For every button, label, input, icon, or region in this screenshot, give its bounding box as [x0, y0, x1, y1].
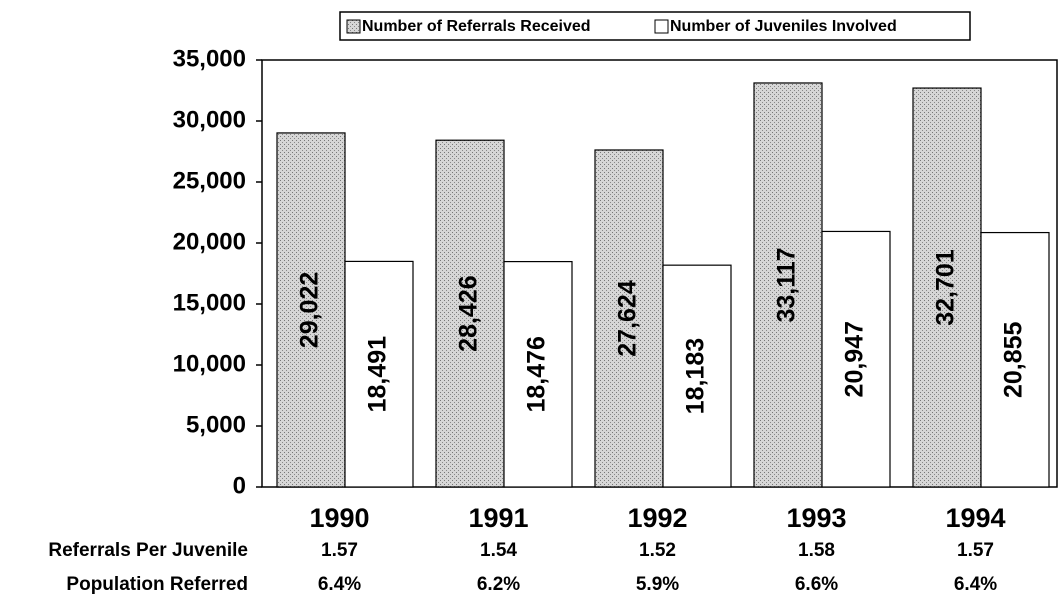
- data-label: 28,426: [455, 275, 483, 351]
- bar: [594, 149, 664, 488]
- bar: [344, 260, 414, 488]
- x-tick-label: 1990: [309, 503, 369, 533]
- row-value: 5.9%: [636, 574, 679, 595]
- legend-swatch: [346, 19, 361, 34]
- bar: [821, 230, 891, 488]
- x-tick-label: 1992: [627, 503, 687, 533]
- row-value: 6.4%: [954, 574, 997, 595]
- row-value: 1.57: [321, 540, 358, 561]
- bar: [912, 87, 982, 488]
- y-tick-label: 10,000: [173, 350, 246, 377]
- data-label: 27,624: [614, 280, 642, 357]
- row-value: 6.2%: [477, 574, 520, 595]
- y-tick-label: 30,000: [173, 106, 246, 133]
- bar: [753, 82, 823, 488]
- data-label: 29,022: [296, 272, 324, 348]
- y-tick-label: 25,000: [173, 167, 246, 194]
- data-label: 18,491: [364, 336, 392, 413]
- data-label: 18,183: [682, 338, 710, 414]
- y-tick-label: 0: [233, 472, 246, 499]
- bar: [503, 260, 573, 488]
- y-tick-label: 15,000: [173, 289, 246, 316]
- data-label: 33,117: [773, 247, 801, 322]
- x-tick-label: 1991: [468, 503, 528, 533]
- x-tick-label: 1993: [786, 503, 846, 533]
- bar: [662, 264, 732, 488]
- row-value: 6.6%: [795, 574, 838, 595]
- legend-label: Number of Juveniles Involved: [670, 18, 897, 35]
- bar: [435, 139, 505, 488]
- data-label: 32,701: [932, 249, 960, 326]
- data-label: 18,476: [523, 336, 551, 412]
- row-label: Referrals Per Juvenile: [48, 540, 248, 561]
- row-value: 1.58: [798, 540, 835, 561]
- row-value: 6.4%: [318, 574, 361, 595]
- data-label: 20,947: [841, 321, 869, 397]
- bar: [276, 132, 346, 488]
- y-tick-label: 20,000: [173, 228, 246, 255]
- row-value: 1.52: [639, 540, 676, 561]
- legend-label: Number of Referrals Received: [362, 18, 591, 35]
- y-tick-label: 5,000: [186, 411, 246, 438]
- legend-swatch: [654, 19, 669, 34]
- row-value: 1.54: [480, 540, 517, 561]
- row-value: 1.57: [957, 540, 994, 561]
- data-label: 20,855: [1000, 321, 1028, 398]
- bar: [980, 231, 1050, 488]
- legend-box: [339, 11, 971, 41]
- x-tick-label: 1994: [945, 503, 1005, 533]
- row-label: Population Referred: [66, 574, 248, 595]
- y-tick-label: 35,000: [173, 45, 246, 72]
